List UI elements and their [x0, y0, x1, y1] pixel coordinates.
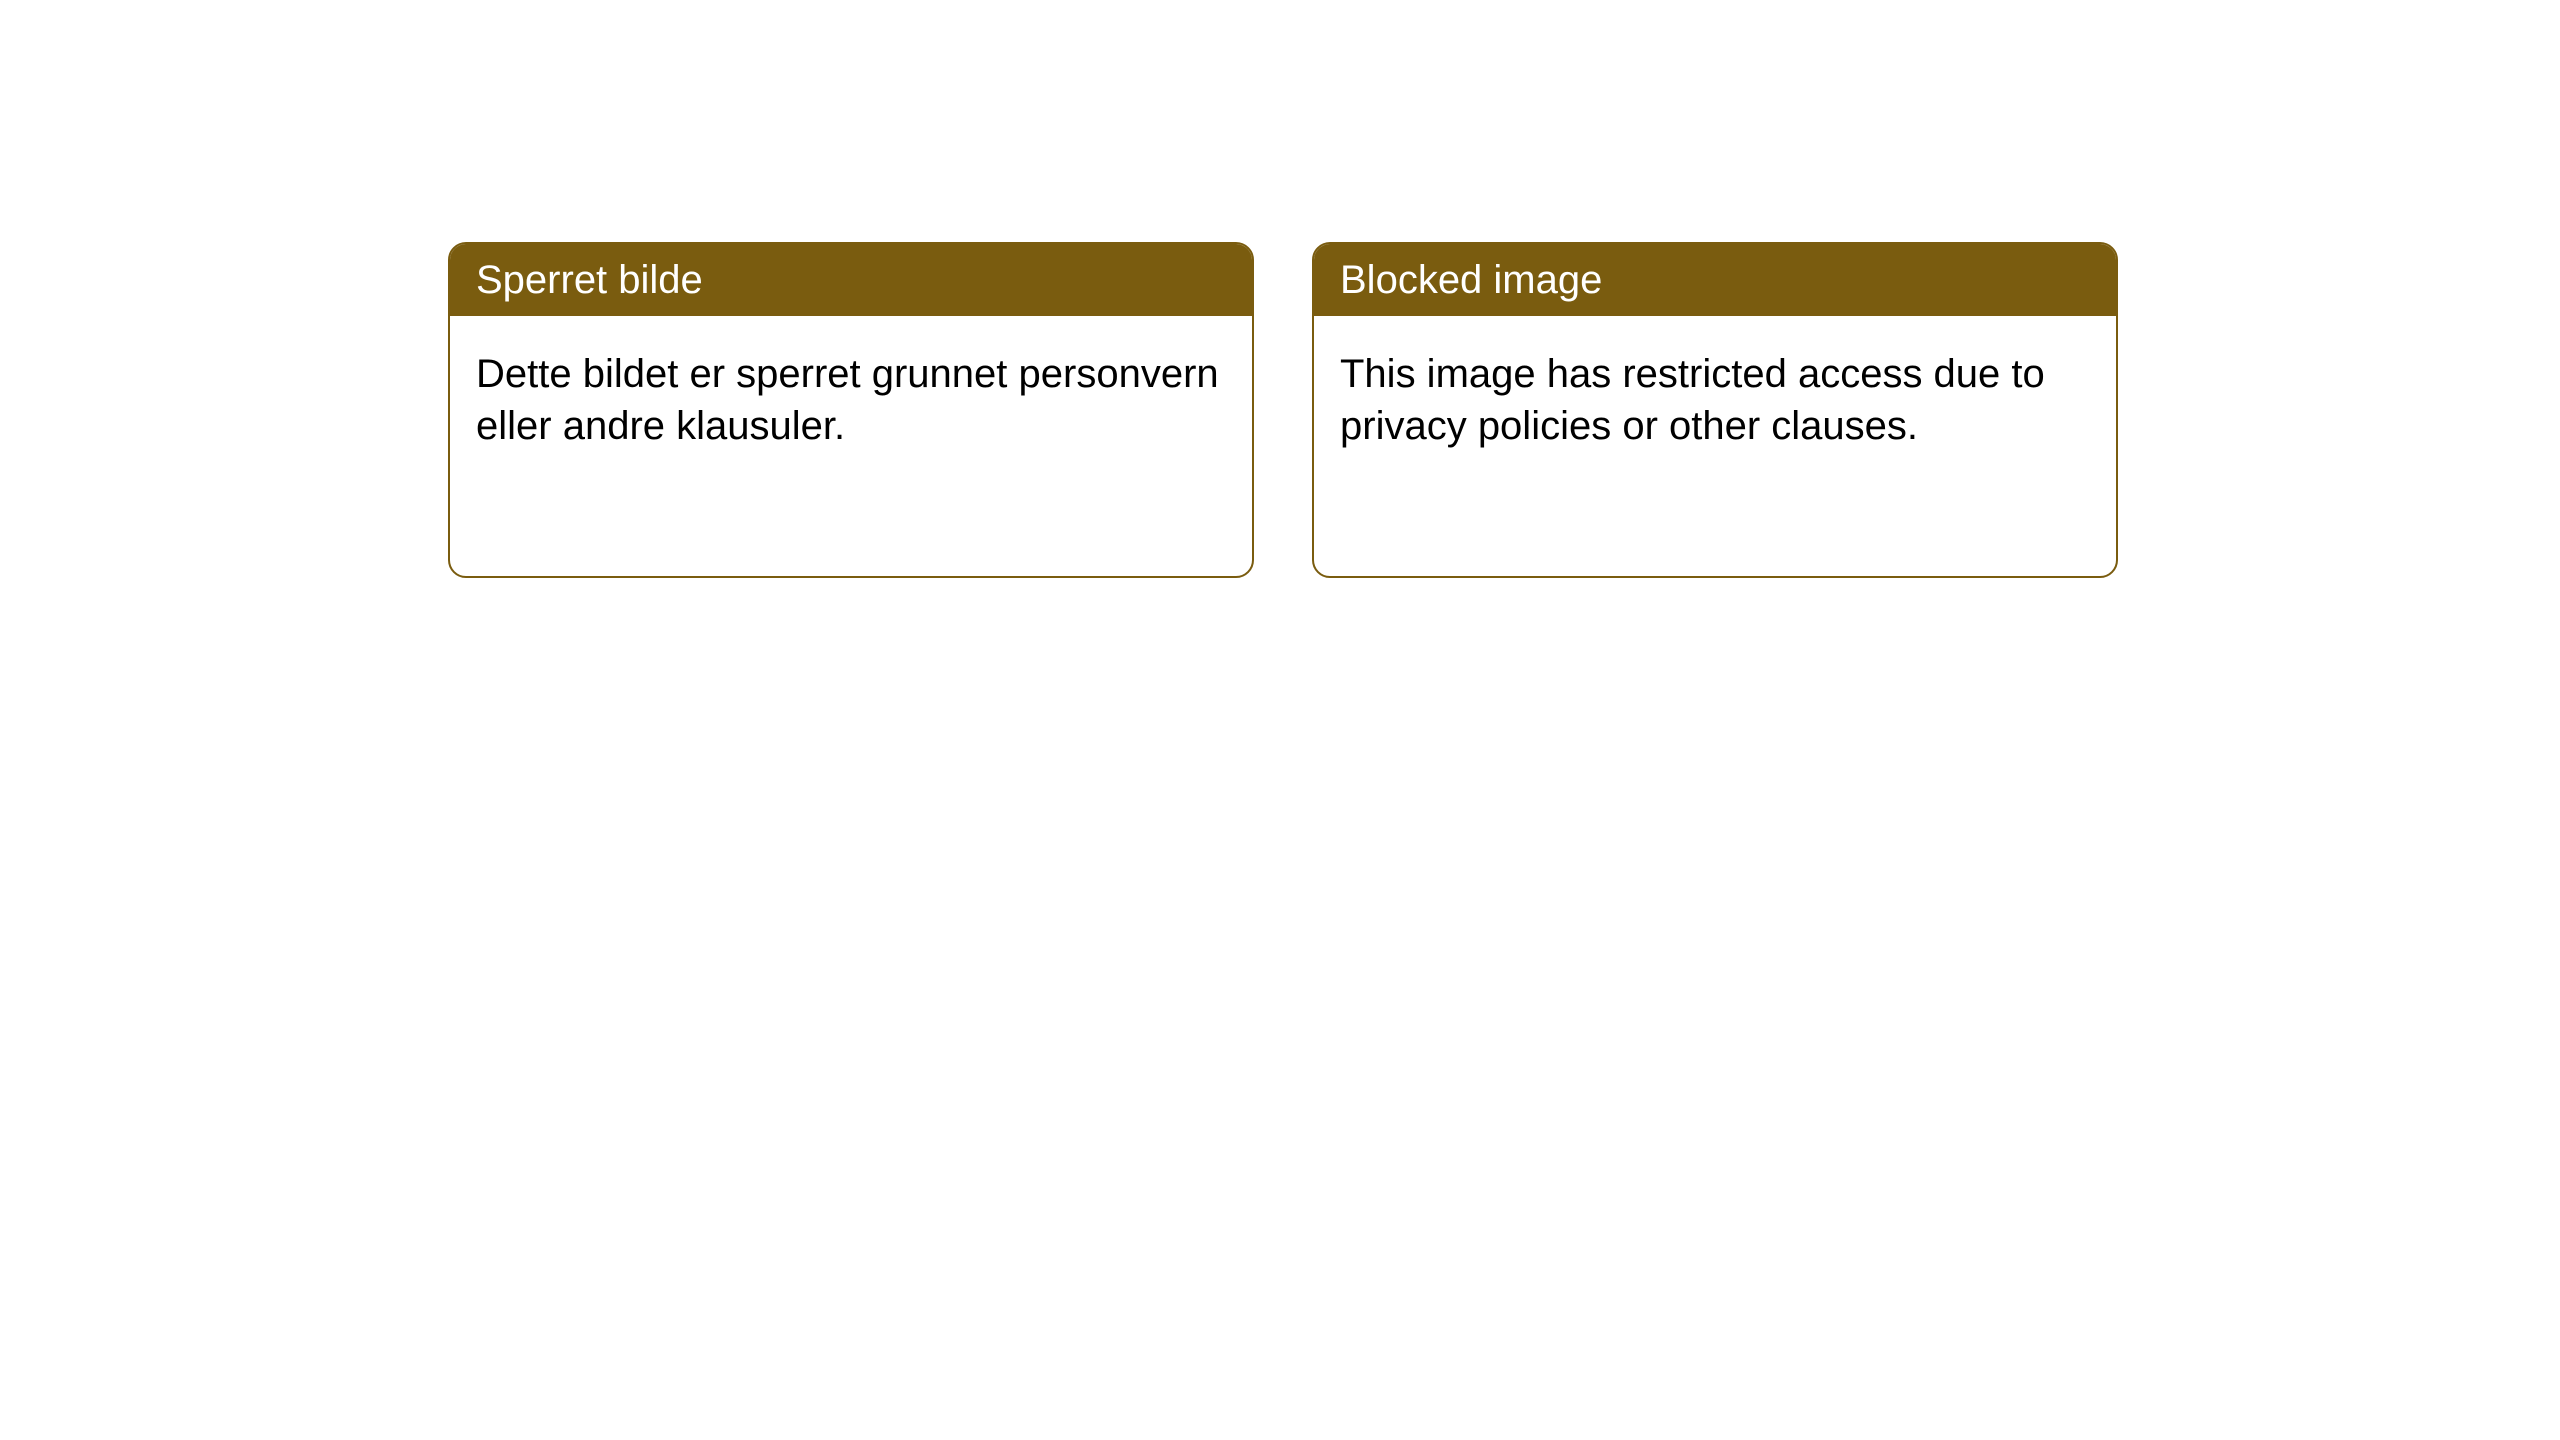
notice-cards-container: Sperret bilde Dette bildet er sperret gr…	[448, 242, 2118, 578]
card-body: Dette bildet er sperret grunnet personve…	[450, 316, 1252, 484]
card-header: Blocked image	[1314, 244, 2116, 316]
card-body: This image has restricted access due to …	[1314, 316, 2116, 484]
card-header-text: Blocked image	[1340, 258, 1602, 302]
card-body-text: This image has restricted access due to …	[1340, 352, 2045, 448]
notice-card-norwegian: Sperret bilde Dette bildet er sperret gr…	[448, 242, 1254, 578]
card-header: Sperret bilde	[450, 244, 1252, 316]
card-header-text: Sperret bilde	[476, 258, 703, 302]
card-body-text: Dette bildet er sperret grunnet personve…	[476, 352, 1219, 448]
notice-card-english: Blocked image This image has restricted …	[1312, 242, 2118, 578]
